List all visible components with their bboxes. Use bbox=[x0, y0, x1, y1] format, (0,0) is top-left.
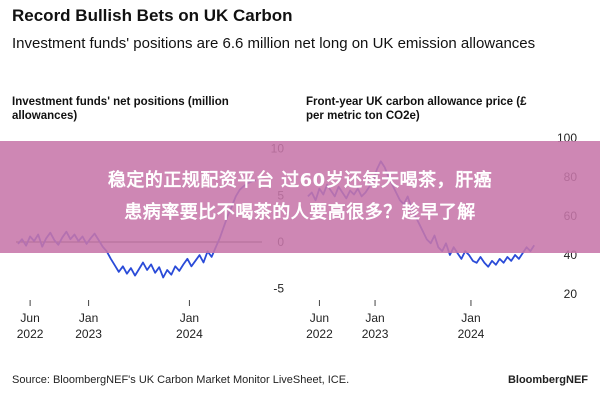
x-tick-label: Jan bbox=[180, 311, 199, 325]
x-tick-label: Jun bbox=[20, 311, 39, 325]
y-tick-label: 20 bbox=[564, 287, 578, 301]
x-tick-label: Jan bbox=[365, 311, 384, 325]
chart-subtitle: Investment funds' positions are 6.6 mill… bbox=[12, 35, 536, 52]
x-tick-label: Jun bbox=[310, 311, 329, 325]
brand-logo-text: BloombergNEF bbox=[507, 374, 588, 386]
x-tick-label: 2022 bbox=[306, 327, 333, 341]
overlay-banner[interactable]: 稳定的正规配资平台 过60岁还每天喝茶，肝癌 患病率要比不喝茶的人要高很多？趁早… bbox=[0, 141, 600, 253]
x-tick-label: 2023 bbox=[75, 327, 102, 341]
x-tick-label: 2023 bbox=[362, 327, 389, 341]
panel-title-line: per metric ton CO2e) bbox=[306, 110, 420, 122]
x-tick-label: 2022 bbox=[17, 327, 44, 341]
x-tick-label: Jan bbox=[79, 311, 98, 325]
overlay-text-line-1: 稳定的正规配资平台 过60岁还每天喝茶，肝癌 bbox=[107, 170, 493, 191]
panel-title-line: allowances) bbox=[12, 110, 77, 122]
source-note: Source: BloombergNEF's UK Carbon Market … bbox=[12, 374, 350, 386]
x-tick-label: 2024 bbox=[458, 327, 485, 341]
x-tick-label: Jan bbox=[461, 311, 480, 325]
x-tick-label: 2024 bbox=[176, 327, 203, 341]
chart-title: Record Bullish Bets on UK Carbon bbox=[12, 6, 293, 25]
y-tick-label: -5 bbox=[273, 282, 284, 296]
overlay-text-line-2: 患病率要比不喝茶的人要高很多？趁早了解 bbox=[124, 202, 476, 223]
panel-title-line: Front-year UK carbon allowance price (£ bbox=[306, 96, 527, 108]
panel-title-line: Investment funds' net positions (million bbox=[12, 96, 229, 108]
